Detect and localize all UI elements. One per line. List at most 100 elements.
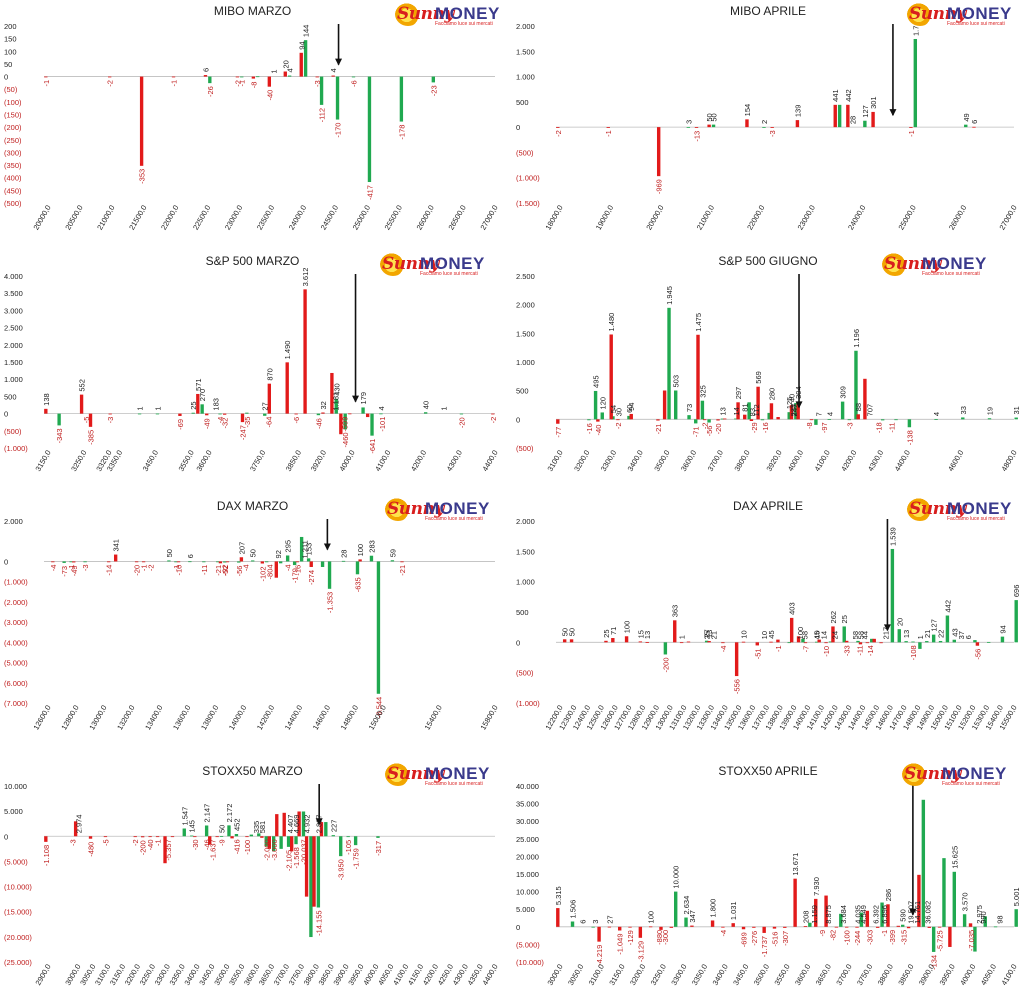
data-label: 24 — [831, 631, 840, 639]
bar-red — [235, 76, 240, 78]
bar-green — [353, 836, 358, 846]
data-label: -1 — [604, 130, 613, 137]
bar-green — [202, 561, 206, 563]
bar-red — [178, 413, 182, 416]
data-label: 92 — [274, 550, 283, 558]
y-tick-label: (500) — [4, 427, 22, 436]
x-tick-label: 3920,0 — [764, 449, 783, 473]
x-tick-label: 21500,0 — [127, 204, 148, 232]
data-label: 5.001 — [1012, 887, 1021, 906]
bar-red — [783, 926, 787, 928]
bar-chart: 4.000 3.500 3.000 2.500 2.000 1.500 1.000 500 0 (… — [4, 268, 500, 473]
bar-green — [1000, 636, 1005, 643]
y-tick-label: 25.000 — [516, 835, 539, 844]
bar-green — [341, 560, 346, 562]
sunny-money-logo: Sunny MONEY Facciamo luce sui mercati — [882, 252, 994, 278]
x-tick-label: 2900,0 — [33, 963, 52, 987]
data-label: 10 — [740, 630, 749, 638]
data-label: 569 — [754, 371, 763, 384]
bar-red — [562, 639, 567, 643]
bar-red — [283, 71, 287, 77]
bar-green — [760, 419, 765, 421]
data-label: 3.570 — [961, 892, 970, 911]
chart-title: STOXX50 APRILE — [718, 764, 818, 778]
y-tick-label: 5.000 — [4, 807, 23, 816]
data-label: -134 — [930, 955, 939, 970]
arrow-head-icon — [352, 395, 360, 403]
bar-green — [667, 307, 671, 420]
y-tick-label: (15.000) — [4, 908, 32, 917]
bar-red — [148, 836, 152, 838]
bar-chart: 200 150 100 50 0 (50) (100) (150) (200) (250) (300… — [4, 22, 500, 232]
data-label: -460 — [341, 432, 350, 447]
bar-red — [707, 641, 711, 643]
data-label: 1 — [440, 406, 449, 410]
data-label: 98 — [996, 915, 1005, 923]
data-label: 153 — [305, 543, 314, 556]
data-label: 207 — [237, 542, 246, 555]
bar-green — [234, 834, 239, 837]
bar-green — [376, 561, 381, 694]
y-tick-label: 150 — [4, 35, 17, 44]
bar-green — [69, 561, 73, 563]
bar-red — [656, 419, 660, 421]
x-tick-label: 3600,0 — [194, 449, 213, 473]
data-label: 179 — [359, 392, 368, 405]
bar-red — [769, 403, 774, 420]
sun-icon — [907, 497, 933, 521]
x-tick-label: 4200,0 — [839, 449, 858, 473]
data-label: -129 — [626, 930, 635, 945]
bar-red — [596, 419, 600, 422]
bar-green — [299, 536, 304, 562]
bar-green — [704, 640, 709, 643]
y-tick-label: (3.000) — [4, 618, 28, 627]
x-tick-label: 3650,0 — [814, 963, 833, 987]
bar-green — [627, 415, 631, 420]
data-label: -69 — [176, 419, 185, 430]
data-label: -1 — [170, 80, 179, 87]
data-label: 1.539 — [888, 527, 897, 546]
x-tick-label: 15800,0 — [478, 704, 499, 732]
bar-red — [906, 926, 911, 929]
bar-green — [700, 400, 705, 420]
bar-green — [62, 561, 66, 563]
data-label: 154 — [743, 104, 752, 117]
bar-red — [648, 926, 653, 928]
data-label: 28 — [848, 116, 857, 124]
data-label: 1.743 — [911, 17, 920, 36]
bar-red — [752, 926, 756, 928]
y-tick-label: (300) — [4, 148, 22, 157]
bar-red — [556, 127, 560, 128]
x-tick-label: 3100,0 — [545, 449, 564, 473]
bar-green — [686, 126, 691, 128]
data-label: 100 — [623, 621, 632, 634]
bar-red — [44, 408, 48, 414]
data-label: -56 — [973, 649, 982, 660]
data-label: -10 — [822, 646, 831, 657]
data-label: 870 — [265, 368, 274, 381]
data-label: 286 — [884, 889, 893, 902]
bar-green — [218, 413, 222, 415]
data-label: 442 — [943, 600, 952, 613]
sun-icon — [380, 252, 406, 276]
data-label: 283 — [367, 540, 376, 553]
data-label: -5.357 — [164, 839, 173, 860]
bar-red — [604, 640, 608, 643]
logo-sunny: Sunny — [387, 764, 444, 784]
y-tick-label: 2.000 — [516, 301, 535, 310]
data-label: 183 — [212, 398, 221, 411]
data-label: 144 — [302, 25, 311, 38]
bar-green — [962, 914, 967, 927]
x-tick-label: 3600,0 — [679, 449, 698, 473]
data-label: -21 — [214, 565, 223, 576]
x-tick-label: 3550,0 — [772, 963, 791, 987]
bar-red — [299, 52, 303, 77]
bar-green — [921, 799, 926, 927]
sunny-money-logo: Sunny MONEY Facciamo luce sui mercati — [907, 2, 1019, 28]
data-label: 50 — [218, 825, 227, 833]
x-tick-label: 26500,0 — [446, 204, 467, 232]
x-tick-label: 4300,0 — [866, 449, 885, 473]
bar-green — [155, 413, 160, 415]
x-tick-label: 3100,0 — [587, 963, 606, 987]
bar-green — [801, 638, 805, 643]
